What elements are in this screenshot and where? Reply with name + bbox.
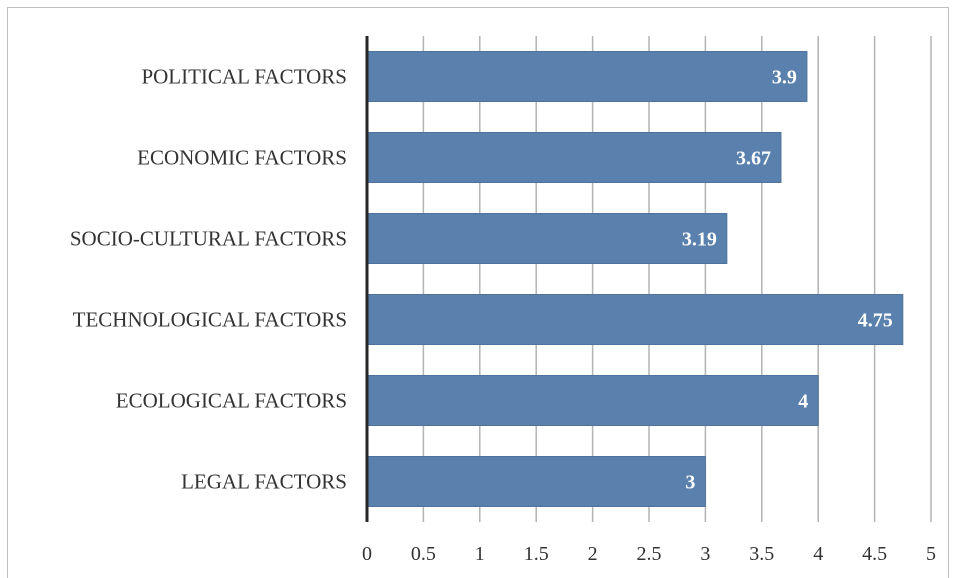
bar: [366, 132, 782, 183]
x-tick-label: 0.5: [411, 543, 436, 565]
x-tick-label: 4.5: [862, 543, 887, 565]
bar: [366, 456, 706, 507]
data-label: 4: [798, 391, 808, 413]
x-tick-label: 2: [588, 543, 598, 565]
data-label: 3.9: [772, 67, 797, 89]
data-label: 3.67: [736, 148, 771, 170]
data-label: 3: [685, 472, 695, 494]
bar: [366, 51, 808, 102]
category-label: TECHNOLOGICAL FACTORS: [73, 308, 347, 332]
category-label: ECOLOGICAL FACTORS: [116, 389, 347, 413]
data-label: 3.19: [682, 229, 717, 251]
x-tick-label: 2.5: [637, 543, 662, 565]
x-tick-label: 3: [700, 543, 710, 565]
bar: [366, 375, 819, 426]
x-tick-label: 0: [362, 543, 372, 565]
x-tick-label: 1: [475, 543, 485, 565]
x-tick-label: 5: [926, 543, 936, 565]
x-tick-label: 1.5: [524, 543, 549, 565]
category-label: POLITICAL FACTORS: [141, 65, 347, 89]
bar: [366, 213, 728, 264]
bar: [366, 294, 904, 345]
category-label: LEGAL FACTORS: [181, 470, 347, 494]
x-tick-label: 4: [813, 543, 823, 565]
category-label: SOCIO-CULTURAL FACTORS: [70, 227, 347, 251]
data-label: 4.75: [858, 310, 893, 332]
category-label: ECONOMIC FACTORS: [137, 146, 347, 170]
x-tick-label: 3.5: [749, 543, 774, 565]
